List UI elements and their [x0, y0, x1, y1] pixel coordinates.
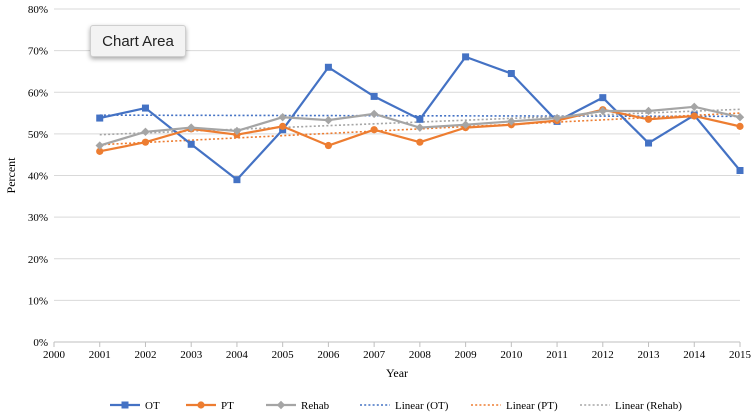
legend-item: Linear (OT) — [360, 400, 449, 412]
data-point — [279, 122, 287, 130]
x-tick-label: 2015 — [729, 349, 752, 361]
legend-marker — [197, 401, 205, 409]
y-tick-label: 20% — [28, 254, 48, 266]
data-point — [644, 106, 653, 116]
legend-label: Linear (Rehab) — [615, 400, 682, 412]
x-tick-label: 2001 — [89, 349, 111, 361]
data-point — [690, 102, 699, 112]
legend-item: Linear (PT) — [471, 400, 558, 412]
x-tick-label: 2009 — [455, 349, 478, 361]
legend-item: OT — [110, 400, 160, 412]
legend-item: Linear (Rehab) — [580, 400, 682, 412]
x-tick-label: 2003 — [180, 349, 203, 361]
data-point — [736, 167, 744, 175]
data-point — [736, 122, 744, 130]
gridlines — [54, 8, 740, 343]
y-tick-label: 60% — [28, 87, 48, 99]
data-point — [370, 92, 378, 100]
legend-marker — [276, 400, 286, 410]
x-tick-label: 2006 — [317, 349, 340, 361]
x-tick-label: 2013 — [638, 349, 661, 361]
x-tick-label: 2010 — [500, 349, 523, 361]
data-point — [507, 70, 515, 78]
data-point — [370, 126, 378, 134]
x-axis-title: Year — [386, 366, 408, 380]
data-point — [95, 141, 104, 150]
data-point — [416, 115, 424, 123]
axes: 0% 10% 20% 30% 40% 50% 60% 70% 80% 2000 2001 2002 20… — [28, 4, 752, 361]
data-point — [462, 53, 470, 61]
y-tick-label: 50% — [28, 129, 48, 141]
data-point — [735, 113, 745, 122]
data-point — [690, 112, 698, 120]
legend-label: PT — [221, 400, 234, 412]
legend: OT PT Rehab Linear (OT) Linear (PT) Linear (R… — [110, 400, 682, 412]
y-tick-label: 40% — [28, 171, 48, 183]
x-tick-label: 2008 — [409, 349, 432, 361]
x-tick-label: 2005 — [272, 349, 295, 361]
x-tick-label: 2014 — [683, 349, 706, 361]
legend-label: Linear (PT) — [506, 400, 558, 412]
data-point — [644, 115, 653, 123]
data-point — [461, 120, 470, 129]
y-tick-label: 70% — [28, 46, 48, 58]
y-tick-label: 30% — [28, 212, 48, 224]
x-tick-label: 2011 — [546, 349, 568, 361]
y-axis-title: Percent — [4, 157, 18, 194]
data-point — [232, 126, 242, 136]
legend-label: Rehab — [301, 400, 330, 412]
data-point — [324, 115, 333, 125]
legend-label: Linear (OT) — [395, 400, 449, 412]
y-tick-label: 0% — [33, 337, 48, 349]
legend-item: Rehab — [266, 400, 330, 412]
data-point — [141, 138, 150, 146]
legend-label: OT — [145, 400, 160, 412]
data-point — [141, 127, 150, 136]
data-point — [96, 114, 104, 122]
x-tick-label: 2004 — [226, 349, 249, 361]
data-point — [324, 63, 332, 71]
x-tick-label: 2012 — [592, 349, 614, 361]
data-point — [552, 113, 562, 123]
series — [95, 53, 745, 184]
chart-area-tooltip: Chart Area — [90, 25, 186, 57]
data-point — [233, 176, 241, 184]
data-point — [369, 109, 379, 119]
y-tick-label: 10% — [28, 295, 48, 307]
data-point — [187, 140, 195, 148]
x-tick-label: 2007 — [363, 349, 386, 361]
data-point — [141, 104, 149, 112]
data-point — [278, 113, 287, 122]
data-point — [599, 94, 607, 102]
y-tick-label: 80% — [28, 4, 48, 16]
data-point — [96, 147, 104, 155]
data-point — [187, 123, 196, 132]
data-point — [324, 141, 332, 150]
legend-marker — [121, 401, 129, 409]
data-point — [598, 106, 607, 116]
data-point — [507, 117, 516, 126]
legend-item: PT — [186, 400, 234, 412]
x-tick-label: 2002 — [134, 349, 156, 361]
data-point — [416, 138, 424, 146]
data-point — [415, 123, 425, 132]
x-tick-label: 2000 — [43, 349, 66, 361]
data-point — [645, 139, 653, 147]
